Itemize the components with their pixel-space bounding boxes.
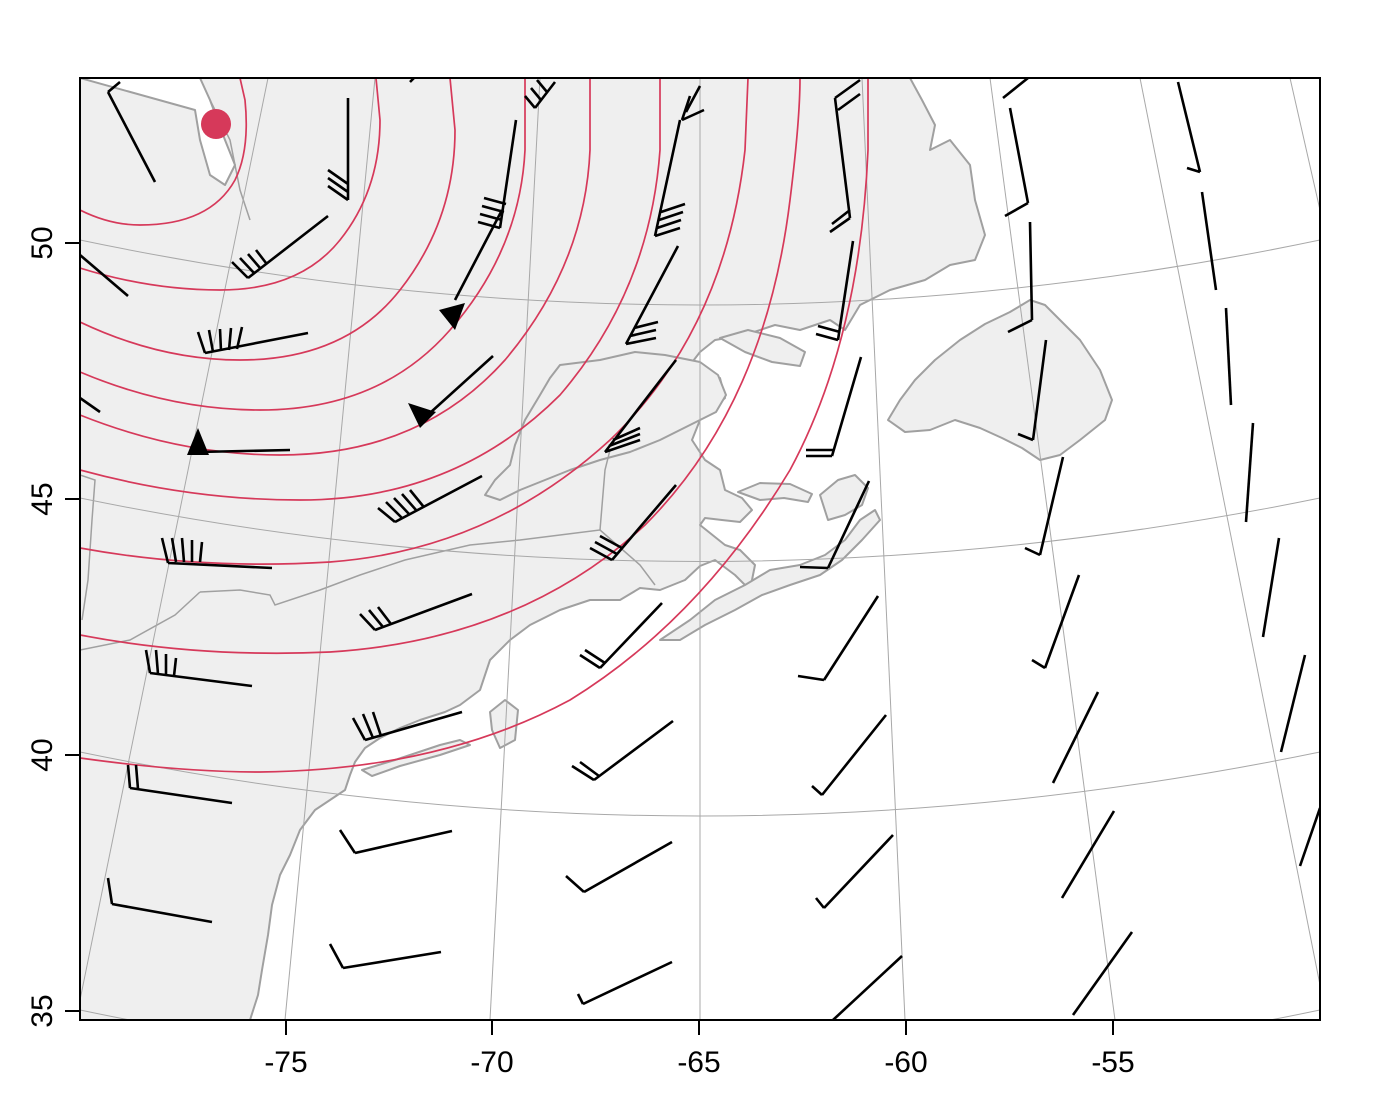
wind-barb bbox=[624, 245, 680, 346]
y-tick-label: 50 bbox=[26, 226, 59, 259]
isobar-contour bbox=[80, 78, 661, 501]
isobar-contour bbox=[80, 78, 869, 773]
y-axis bbox=[65, 242, 80, 1012]
isobar-contour bbox=[80, 78, 381, 291]
x-tick-label: -70 bbox=[470, 1046, 513, 1079]
front-markers bbox=[187, 303, 465, 455]
wind-barb bbox=[1279, 654, 1307, 753]
wind-barb bbox=[579, 602, 663, 670]
wind-barb bbox=[126, 764, 233, 805]
y-tick-label: 45 bbox=[26, 482, 59, 515]
front-triangle bbox=[439, 303, 465, 330]
wind-barb bbox=[1017, 339, 1048, 442]
wind-barb bbox=[359, 592, 473, 632]
x-tick-label: -65 bbox=[677, 1046, 720, 1079]
wind-barb bbox=[524, 79, 557, 109]
y-tick-label: 40 bbox=[26, 738, 59, 771]
graticule bbox=[80, 78, 1320, 1020]
wind-barb bbox=[1244, 422, 1255, 523]
wind-barb bbox=[377, 474, 483, 524]
wind-barbs bbox=[80, 78, 1320, 1020]
cape-cod bbox=[489, 699, 519, 749]
isobar-contour bbox=[80, 78, 456, 361]
wind-barb bbox=[196, 326, 309, 355]
low-pressure-center-marker bbox=[201, 109, 231, 139]
wind-barb bbox=[815, 240, 855, 342]
wind-barb bbox=[1007, 221, 1034, 334]
wind-barb bbox=[231, 214, 329, 280]
wind-barb bbox=[197, 448, 291, 454]
wind-barb bbox=[799, 480, 871, 570]
wind-barb bbox=[453, 209, 504, 301]
north-america-mainland bbox=[80, 78, 986, 1020]
wind-barb bbox=[328, 943, 442, 970]
wind-barb bbox=[1060, 810, 1116, 899]
x-axis bbox=[285, 1020, 1114, 1035]
wind-barb bbox=[1004, 107, 1030, 218]
newfoundland bbox=[887, 299, 1113, 461]
isobar-contour bbox=[80, 78, 526, 411]
wind-barb bbox=[1031, 574, 1081, 670]
x-tick-label: -60 bbox=[884, 1046, 927, 1079]
wind-barb bbox=[1176, 81, 1202, 174]
wind-barb bbox=[829, 78, 861, 234]
wind-barb bbox=[589, 484, 677, 562]
wind-barb bbox=[1024, 456, 1065, 557]
isobar-contour bbox=[80, 78, 749, 565]
wind-barb bbox=[571, 719, 674, 782]
wind-barb bbox=[832, 955, 903, 1020]
plot-area bbox=[80, 78, 1320, 1020]
wind-barb bbox=[653, 119, 686, 238]
y-tick-label: 35 bbox=[26, 994, 59, 1027]
wind-barb bbox=[603, 359, 678, 454]
wind-barb bbox=[477, 119, 518, 230]
wind-barb bbox=[338, 829, 453, 855]
wind-barb bbox=[797, 595, 880, 682]
cape-breton bbox=[819, 474, 869, 521]
wind-barb bbox=[1298, 807, 1320, 867]
front-triangle bbox=[408, 403, 436, 428]
wind-barb bbox=[1200, 191, 1218, 291]
x-tick-label: -55 bbox=[1091, 1046, 1134, 1079]
wind-barb bbox=[327, 98, 350, 202]
wind-barb bbox=[80, 254, 129, 297]
isobar-contour bbox=[80, 78, 248, 226]
wind-barb bbox=[80, 396, 101, 414]
wind-barb bbox=[814, 834, 894, 909]
front-triangle bbox=[187, 428, 209, 455]
wind-barb bbox=[565, 840, 673, 894]
wind-barb bbox=[680, 85, 705, 122]
wind-barb bbox=[811, 714, 888, 796]
wind-barb bbox=[1071, 931, 1134, 1016]
wind-barb bbox=[160, 537, 273, 570]
wind-barb bbox=[806, 356, 863, 458]
wind-barb bbox=[1002, 78, 1029, 100]
x-tick-label: -75 bbox=[264, 1046, 307, 1079]
nova-scotia bbox=[659, 509, 881, 641]
wind-barb bbox=[351, 710, 463, 742]
x-axis-labels: -75 -70 -65 -60 -55 bbox=[264, 1046, 1134, 1079]
wind-barb bbox=[1261, 537, 1281, 638]
wind-barb bbox=[106, 877, 213, 924]
wind-barb bbox=[1051, 691, 1100, 784]
prince-edward-island bbox=[737, 482, 813, 503]
land-layer bbox=[80, 78, 1113, 1020]
wind-barb bbox=[419, 355, 494, 423]
anticosti-island bbox=[719, 329, 806, 367]
wind-barb bbox=[106, 81, 157, 183]
hudson-bay-lowland bbox=[80, 78, 236, 186]
wind-barb bbox=[576, 960, 673, 1006]
wind-barb bbox=[1224, 307, 1233, 406]
y-axis-labels: 50 45 40 35 bbox=[26, 226, 59, 1027]
wind-barb bbox=[144, 649, 253, 688]
